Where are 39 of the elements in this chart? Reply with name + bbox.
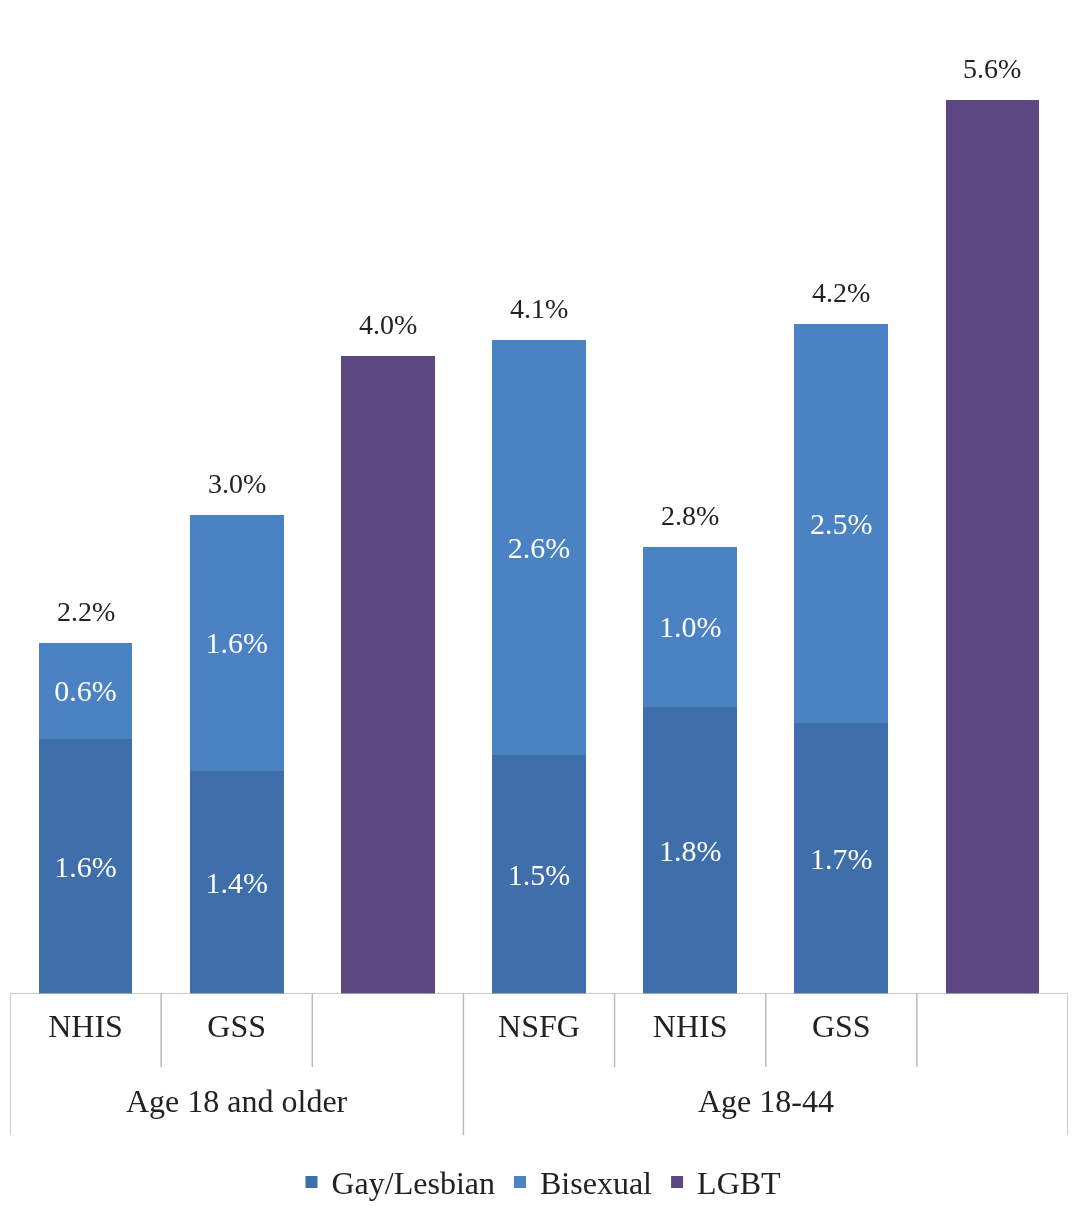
data-label: 1.6%: [54, 849, 117, 883]
legend-label: Gay/Lesbian: [331, 1165, 495, 1202]
bar: [189, 770, 284, 994]
bar: [643, 706, 737, 994]
data-label: 2.5%: [810, 506, 873, 540]
text: Age 18-44: [698, 1083, 834, 1119]
total-label: 5.6%: [963, 53, 1022, 84]
data-label: 1.0%: [658, 610, 722, 644]
data-label: 0.6%: [54, 674, 117, 708]
bar: [945, 100, 1040, 994]
bar: [643, 547, 737, 707]
legend-label: Bisexual: [540, 1165, 653, 1202]
bar: [794, 722, 889, 994]
bar: [492, 339, 586, 755]
data-label: 1.6%: [205, 626, 268, 660]
bar: [492, 754, 586, 994]
data-label: 1.4%: [205, 865, 268, 899]
bar: [38, 738, 133, 994]
data-label: 1.8%: [658, 833, 722, 867]
total-label: 3.0%: [208, 468, 267, 499]
bar: [38, 642, 133, 739]
x-tick-label: NSFG: [498, 1008, 580, 1044]
total-label: 4.0%: [359, 309, 418, 340]
x-tick-label: GSS: [207, 1008, 267, 1044]
x-tick-label: NHIS: [48, 1008, 123, 1044]
total-label: 2.8%: [661, 500, 720, 531]
bar: [189, 515, 284, 771]
text: Age 18 and older: [126, 1083, 348, 1119]
x-tick-label: GSS: [811, 1008, 871, 1044]
total-label: 2.2%: [57, 596, 116, 627]
data-label: 1.7%: [810, 841, 873, 875]
x-tick-label: NHIS: [652, 1008, 728, 1044]
total-label: 4.1%: [510, 293, 569, 324]
data-label: 1.5%: [507, 857, 571, 891]
legend-label: LGBT: [697, 1165, 782, 1202]
bar: [794, 323, 889, 723]
bar: [341, 355, 435, 994]
data-label: 2.6%: [507, 530, 571, 564]
total-label: 4.2%: [812, 277, 871, 308]
